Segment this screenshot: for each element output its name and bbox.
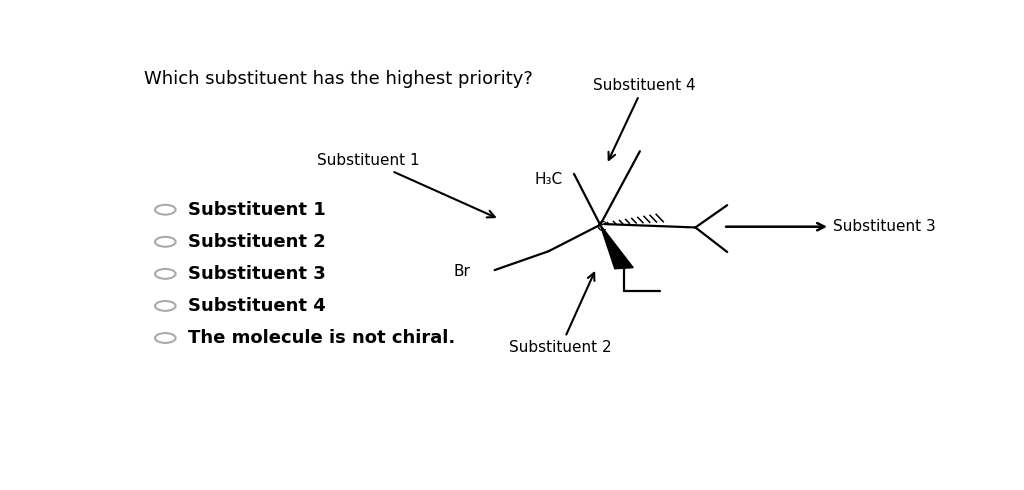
Text: The molecule is not chiral.: The molecule is not chiral. (187, 329, 455, 347)
Text: Substituent 1: Substituent 1 (317, 153, 495, 218)
Text: Which substituent has the highest priority?: Which substituent has the highest priori… (143, 70, 532, 88)
Polygon shape (600, 225, 633, 269)
Text: Substituent 1: Substituent 1 (187, 201, 326, 219)
Text: C: C (596, 220, 606, 234)
Text: Br: Br (454, 265, 471, 279)
Text: Substituent 2: Substituent 2 (187, 233, 326, 251)
Text: Substituent 4: Substituent 4 (187, 297, 326, 315)
Text: H₃C: H₃C (535, 172, 563, 187)
Text: Substituent 4: Substituent 4 (593, 78, 695, 160)
Text: Substituent 3: Substituent 3 (726, 219, 936, 234)
Text: Substituent 3: Substituent 3 (187, 265, 326, 283)
Text: Substituent 2: Substituent 2 (509, 273, 611, 355)
